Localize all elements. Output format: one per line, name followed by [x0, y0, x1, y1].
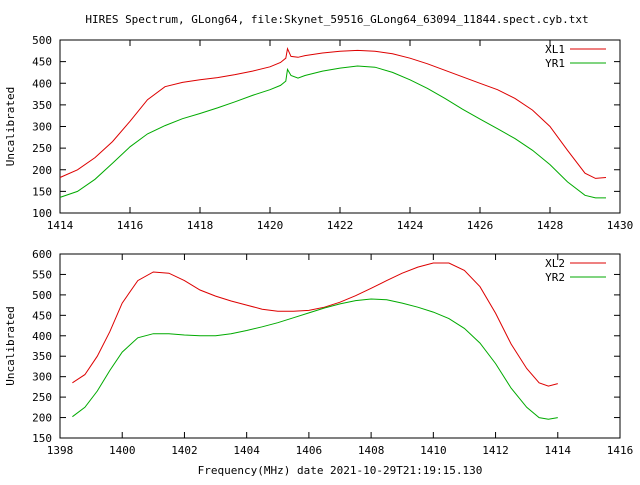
x-tick-label: 1406	[296, 444, 323, 457]
legend-label: XL1	[545, 43, 565, 56]
y-axis-label: Uncalibrated	[4, 306, 17, 385]
x-tick-label: 1412	[482, 444, 509, 457]
plot-frame-1	[59, 39, 621, 214]
y-tick-label: 350	[32, 99, 52, 112]
x-tick-label: 1398	[47, 444, 74, 457]
y-tick-label: 150	[32, 185, 52, 198]
y-tick-label: 150	[32, 432, 52, 445]
y-tick-label: 300	[32, 371, 52, 384]
legend-label: XL2	[545, 257, 565, 270]
x-tick-label: 1420	[257, 219, 284, 232]
x-tick-label: 1414	[47, 219, 74, 232]
y-tick-label: 450	[32, 56, 52, 69]
x-tick-label: 1402	[171, 444, 198, 457]
series-line-xl1	[59, 47, 607, 179]
x-tick-label: 1414	[545, 444, 572, 457]
legend-label: YR1	[545, 57, 565, 70]
y-tick-label: 450	[32, 309, 52, 322]
y-tick-label: 100	[32, 207, 52, 220]
chart-title: HIRES Spectrum, GLong64, file:Skynet_595…	[85, 13, 588, 26]
plot-frame-2	[59, 253, 621, 439]
y-axis-label: Uncalibrated	[4, 87, 17, 166]
y-tick-label: 300	[32, 121, 52, 134]
y-tick-label: 200	[32, 164, 52, 177]
y-tick-label: 500	[32, 289, 52, 302]
y-tick-label: 550	[32, 268, 52, 281]
x-tick-label: 1426	[467, 219, 494, 232]
x-tick-label: 1408	[358, 444, 385, 457]
x-tick-label: 1424	[397, 219, 424, 232]
legend-label: YR2	[545, 271, 565, 284]
x-tick-label: 1404	[233, 444, 260, 457]
x-tick-label: 1430	[607, 219, 634, 232]
x-tick-label: 1410	[420, 444, 447, 457]
series-line-yr1	[59, 65, 606, 199]
y-tick-label: 200	[32, 412, 52, 425]
x-tick-label: 1428	[537, 219, 564, 232]
y-tick-label: 400	[32, 77, 52, 90]
y-tick-label: 250	[32, 391, 52, 404]
y-tick-label: 400	[32, 330, 52, 343]
x-axis-label: Frequency(MHz) date 2021-10-29T21:19:15.…	[198, 464, 483, 477]
y-tick-label: 250	[32, 142, 52, 155]
y-tick-label: 350	[32, 350, 52, 363]
x-tick-label: 1416	[607, 444, 634, 457]
y-tick-label: 500	[32, 34, 52, 47]
x-tick-label: 1400	[109, 444, 136, 457]
series-line-yr2	[72, 298, 558, 420]
x-tick-label: 1418	[187, 219, 214, 232]
series-line-xl2	[72, 262, 558, 387]
x-tick-label: 1416	[117, 219, 144, 232]
x-tick-label: 1422	[327, 219, 354, 232]
y-tick-label: 600	[32, 248, 52, 261]
